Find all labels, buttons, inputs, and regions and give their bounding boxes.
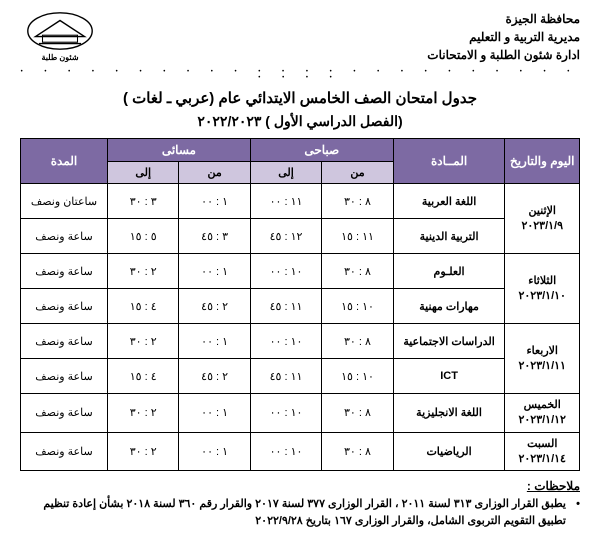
table-row: مهارات مهنية١٠ : ١٥١١ : ٤٥٢ : ٤٥٤ : ١٥سا… [21, 289, 580, 324]
day-cell: الثلاثاء٢٠٢٣/١/١٠ [505, 254, 580, 324]
day-cell: الاربعاء٢٠٢٣/١/١١ [505, 324, 580, 394]
col-morning-to: إلى [250, 162, 321, 184]
col-morning-from: من [322, 162, 393, 184]
day-cell: الإثنين٢٠٢٣/١/٩ [505, 184, 580, 254]
morning-from: ٨ : ٣٠ [322, 324, 393, 359]
col-morning: صباحى [250, 139, 393, 162]
duration-cell: ساعة ونصف [21, 324, 108, 359]
table-row: الإثنين٢٠٢٣/١/٩اللغة العربية٨ : ٣٠١١ : ٠… [21, 184, 580, 219]
document-subtitle: (الفصل الدراسي الأول ) ٢٠٢٢/٢٠٢٣ [20, 113, 580, 130]
duration-cell: ساعة ونصف [21, 394, 108, 433]
morning-to: ١١ : ٠٠ [250, 184, 321, 219]
duration-cell: ساعة ونصف [21, 254, 108, 289]
subject-cell: التربية الدينية [393, 219, 505, 254]
morning-from: ٨ : ٣٠ [322, 184, 393, 219]
morning-to: ١١ : ٤٥ [250, 289, 321, 324]
morning-from: ٨ : ٣٠ [322, 254, 393, 289]
logo-caption: شئون طلبة [41, 53, 78, 62]
duration-cell: ساعة ونصف [21, 432, 108, 471]
evening-from: ١ : ٠٠ [179, 394, 250, 433]
morning-to: ١٠ : ٠٠ [250, 432, 321, 471]
table-row: التربية الدينية١١ : ١٥١٢ : ٤٥٣ : ٤٥٥ : ١… [21, 219, 580, 254]
table-row: الثلاثاء٢٠٢٣/١/١٠العلـوم٨ : ٣٠١٠ : ٠٠١ :… [21, 254, 580, 289]
evening-to: ٤ : ١٥ [108, 289, 179, 324]
table-row: ICT١٠ : ١٥١١ : ٤٥٢ : ٤٥٤ : ١٥ساعة ونصف [21, 359, 580, 394]
duration-cell: ساعة ونصف [21, 359, 108, 394]
morning-to: ١١ : ٤٥ [250, 359, 321, 394]
notes-body: يطبق القرار الوزارى ٣١٣ لسنة ٢٠١١ ، القر… [20, 496, 580, 530]
document-title: جدول امتحان الصف الخامس الايتدائي عام (ع… [20, 89, 580, 107]
day-cell: الخميس٢٠٢٣/١/١٢ [505, 394, 580, 433]
col-duration: المدة [21, 139, 108, 184]
morning-to: ١٠ : ٠٠ [250, 394, 321, 433]
subject-cell: الدراسات الاجتماعية [393, 324, 505, 359]
logo-icon: شئون طلبة [20, 10, 100, 66]
subject-cell: مهارات مهنية [393, 289, 505, 324]
col-subject: المــادة [393, 139, 505, 184]
morning-from: ٨ : ٣٠ [322, 394, 393, 433]
subject-cell: ICT [393, 359, 505, 394]
notes-title: ملاحظات : [20, 479, 580, 493]
page: محافظة الجيزة مديرية التربية و التعليم ا… [0, 0, 600, 536]
evening-to: ٤ : ١٥ [108, 359, 179, 394]
evening-to: ٢ : ٣٠ [108, 324, 179, 359]
morning-from: ٨ : ٣٠ [322, 432, 393, 471]
col-evening-to: إلى [108, 162, 179, 184]
ministry-line: مديرية التربية و التعليم [427, 28, 580, 46]
subject-cell: اللغة العربية [393, 184, 505, 219]
col-evening-from: من [179, 162, 250, 184]
morning-from: ١١ : ١٥ [322, 219, 393, 254]
ministry-line: ادارة شئون الطلبة و الامتحانات [427, 46, 580, 64]
evening-to: ٢ : ٣٠ [108, 254, 179, 289]
exam-schedule-table: اليوم والتاريخ المــادة صباحى مسائى المد… [20, 138, 580, 471]
evening-from: ١ : ٠٠ [179, 254, 250, 289]
evening-to: ٢ : ٣٠ [108, 432, 179, 471]
morning-to: ١٢ : ٤٥ [250, 219, 321, 254]
header: محافظة الجيزة مديرية التربية و التعليم ا… [20, 10, 580, 66]
morning-to: ١٠ : ٠٠ [250, 324, 321, 359]
duration-cell: ساعتان ونصف [21, 184, 108, 219]
table-row: الخميس٢٠٢٣/١/١٢اللغة الانجليزية٨ : ٣٠١٠ … [21, 394, 580, 433]
subject-cell: اللغة الانجليزية [393, 394, 505, 433]
subject-cell: الرياضيات [393, 432, 505, 471]
evening-to: ٥ : ١٥ [108, 219, 179, 254]
table-row: السبت٢٠٢٣/١/١٤الرياضيات٨ : ٣٠١٠ : ٠٠١ : … [21, 432, 580, 471]
evening-from: ١ : ٠٠ [179, 324, 250, 359]
col-day: اليوم والتاريخ [505, 139, 580, 184]
morning-from: ١٠ : ١٥ [322, 359, 393, 394]
evening-to: ٣ : ٣٠ [108, 184, 179, 219]
evening-from: ٢ : ٤٥ [179, 359, 250, 394]
col-evening: مسائى [108, 139, 251, 162]
ministry-line: محافظة الجيزة [427, 10, 580, 28]
subject-cell: العلـوم [393, 254, 505, 289]
day-cell: السبت٢٠٢٣/١/١٤ [505, 432, 580, 471]
evening-to: ٢ : ٣٠ [108, 394, 179, 433]
evening-from: ١ : ٠٠ [179, 184, 250, 219]
divider-dots: • • • • • • • • • • • • • • • • • • • • … [20, 69, 580, 81]
evening-from: ٢ : ٤٥ [179, 289, 250, 324]
duration-cell: ساعة ونصف [21, 219, 108, 254]
morning-to: ١٠ : ٠٠ [250, 254, 321, 289]
duration-cell: ساعة ونصف [21, 289, 108, 324]
table-row: الاربعاء٢٠٢٣/١/١١الدراسات الاجتماعية٨ : … [21, 324, 580, 359]
evening-from: ١ : ٠٠ [179, 432, 250, 471]
evening-from: ٣ : ٤٥ [179, 219, 250, 254]
morning-from: ١٠ : ١٥ [322, 289, 393, 324]
ministry-block: محافظة الجيزة مديرية التربية و التعليم ا… [427, 10, 580, 64]
